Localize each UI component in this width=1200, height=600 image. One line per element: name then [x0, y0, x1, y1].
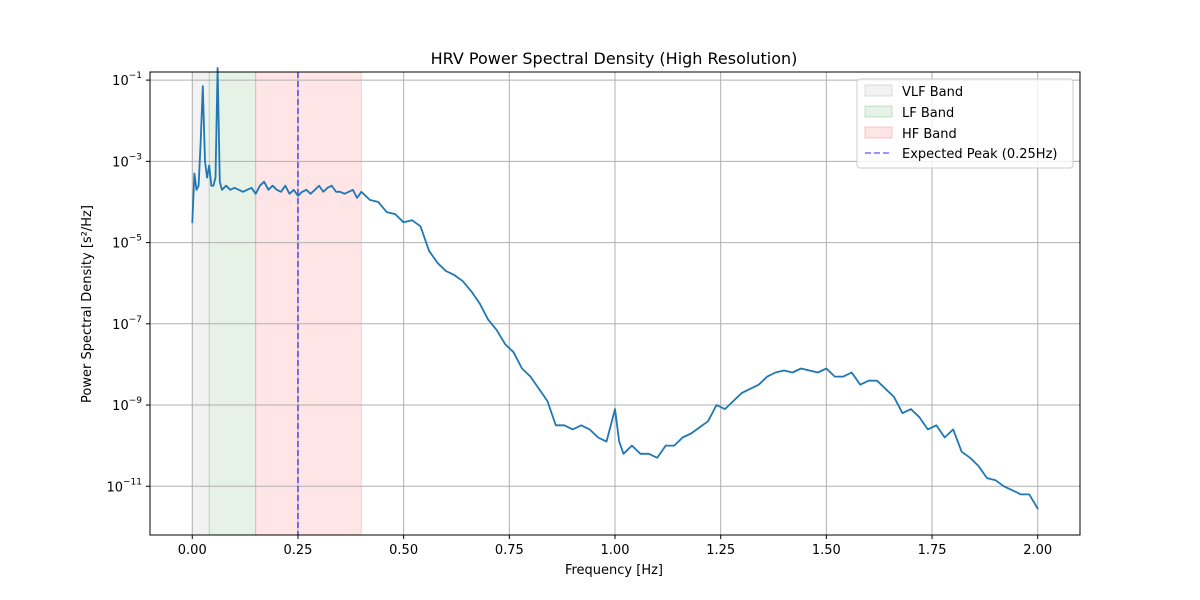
band-hf-band [255, 71, 362, 536]
frequency-bands [191, 71, 362, 536]
y-axis-label: Power Spectral Density [s²/Hz] [80, 205, 95, 403]
x-tick-label: 1.00 [601, 543, 630, 558]
y-tick-label: 10−1 [112, 71, 142, 89]
y-tick-label: 10−3 [112, 152, 142, 170]
legend: VLF Band LF Band HF Band Expected Peak (… [856, 78, 1074, 169]
legend-label-vlf: VLF Band [902, 85, 963, 100]
x-tick-label: 1.75 [918, 543, 947, 558]
psd-series-line [191, 67, 1039, 510]
legend-label-lf: LF Band [902, 106, 954, 121]
series-layer [191, 67, 1039, 510]
y-tick-label: 10−5 [112, 234, 142, 252]
x-tick-label: 0.50 [389, 543, 418, 558]
legend-label-expected-peak: Expected Peak (0.25Hz) [902, 147, 1057, 162]
legend-label-hf: HF Band [902, 127, 957, 142]
x-axis-ticks: 0.00 0.25 0.50 0.75 1.00 1.25 1.50 1.75 2.00 [178, 535, 1052, 558]
y-tick-label: 10−7 [112, 315, 142, 333]
x-tick-label: 1.50 [812, 543, 841, 558]
chart-title: HRV Power Spectral Density (High Resolut… [431, 49, 798, 68]
y-tick-label: 10−11 [106, 477, 142, 495]
legend-swatch-lf [864, 105, 893, 118]
y-tick-label: 10−9 [112, 396, 142, 414]
legend-swatch-hf [864, 126, 893, 139]
x-tick-label: 0.00 [178, 543, 207, 558]
legend-frame [856, 78, 1074, 169]
x-tick-label: 2.00 [1023, 543, 1052, 558]
x-tick-label: 1.25 [706, 543, 735, 558]
x-tick-label: 0.75 [495, 543, 524, 558]
legend-swatch-vlf [864, 84, 893, 97]
x-axis-label: Frequency [Hz] [565, 563, 663, 578]
y-axis-ticks: 10−1 10−3 10−5 10−7 10−9 10−11 [106, 71, 150, 495]
x-tick-label: 0.25 [283, 543, 312, 558]
